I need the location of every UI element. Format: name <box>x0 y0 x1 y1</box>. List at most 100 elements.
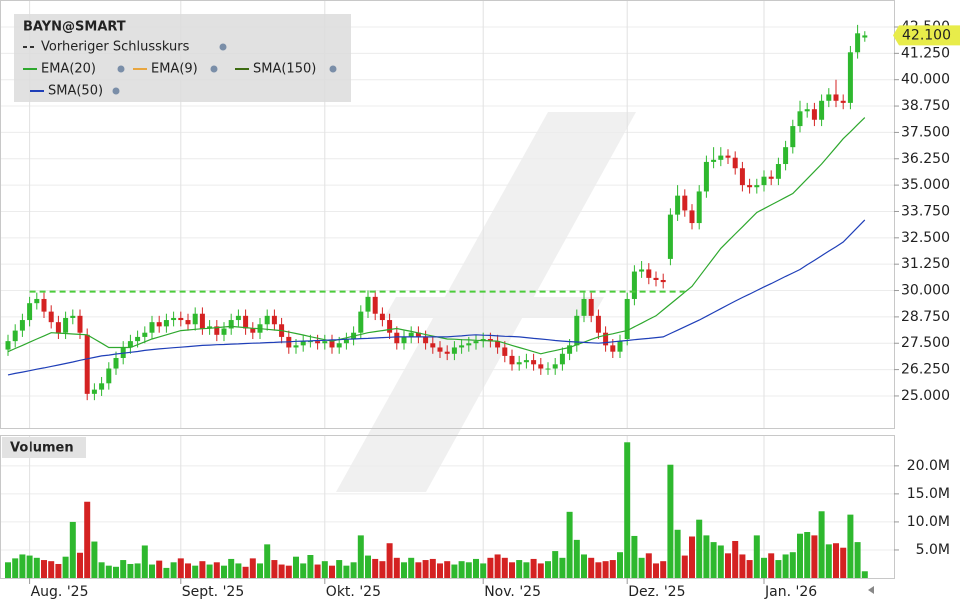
volume-bar <box>789 552 796 578</box>
volume-bar <box>854 542 861 578</box>
volume-bar <box>444 561 451 578</box>
x-tick-label: Jan. '26 <box>764 584 817 600</box>
volume-bar <box>221 565 227 578</box>
volume-bar <box>480 563 487 578</box>
candle-body <box>667 214 673 259</box>
volume-bar <box>559 557 566 578</box>
candle-body <box>552 364 558 369</box>
candle-body <box>415 332 421 337</box>
candle-body <box>703 161 709 192</box>
volume-bar <box>797 533 803 578</box>
volume-bar <box>710 542 717 578</box>
volume-bar <box>566 511 573 578</box>
volume-bar <box>12 558 19 578</box>
candle-body <box>675 195 681 215</box>
candle-body <box>358 311 364 333</box>
grid <box>1 1 894 578</box>
volume-bar <box>761 557 767 578</box>
volume-bar <box>537 563 544 578</box>
y-tick-label: 36.250 <box>901 151 950 167</box>
y-tick-label: 5.0M <box>916 542 950 558</box>
volume-bar <box>696 519 703 578</box>
candle-body <box>48 311 54 323</box>
volume-bar <box>703 535 710 578</box>
volume-bar <box>631 535 638 578</box>
volume-bar <box>228 558 235 578</box>
volume-bar <box>804 532 811 578</box>
candle-body <box>783 147 789 165</box>
candle-body <box>840 100 846 103</box>
volume-bar <box>581 554 587 578</box>
volume-bar <box>372 558 379 578</box>
volume-bar <box>501 557 508 578</box>
legend-title: BAYN@SMART <box>23 20 126 35</box>
volume-bar <box>329 565 335 578</box>
volume-bar <box>624 442 631 578</box>
volume-bar <box>545 561 551 578</box>
y-tick-label: 31.250 <box>901 256 950 272</box>
candle-body <box>603 332 609 346</box>
volume-bar <box>818 511 825 578</box>
candle-body <box>617 341 623 352</box>
x-tick-label: Okt. '25 <box>326 584 381 600</box>
legend-settings-icon[interactable] <box>219 43 227 51</box>
candle-body <box>631 271 637 299</box>
volume-bar <box>48 561 55 578</box>
volume-bar <box>69 521 76 578</box>
volume-bar <box>437 563 443 578</box>
volume-bar <box>285 565 292 578</box>
indicator-line <box>7 219 866 376</box>
candle-body <box>315 341 321 344</box>
y-tick-label: 28.750 <box>901 309 950 325</box>
candle-body <box>862 35 868 38</box>
candle-body <box>70 315 76 318</box>
volume-bar <box>617 552 623 578</box>
volume-bar <box>523 562 530 578</box>
legend-label: SMA(150) <box>253 62 316 77</box>
candle-body <box>5 341 11 350</box>
candle-body <box>322 341 328 344</box>
volume-bar <box>588 557 595 578</box>
y-tick-label: 35.000 <box>901 177 950 193</box>
scroll-arrow[interactable] <box>868 586 874 594</box>
legend-settings-icon[interactable] <box>117 65 125 73</box>
candle-body <box>91 389 97 394</box>
volume-bar <box>149 564 155 578</box>
candle-body <box>77 315 83 333</box>
candle-body <box>423 336 429 344</box>
candle-body <box>559 353 565 365</box>
x-tick-label: Nov. '25 <box>484 584 541 600</box>
candle-body <box>811 109 817 120</box>
candle-body <box>19 320 25 331</box>
candle-body <box>379 313 385 321</box>
volume-bar <box>861 571 868 578</box>
legend-settings-icon[interactable] <box>329 65 337 73</box>
legend-settings-icon[interactable] <box>112 87 120 95</box>
candle-body <box>747 185 753 188</box>
candle-body <box>682 195 688 211</box>
candle-body <box>55 322 61 333</box>
candle-body <box>336 343 342 348</box>
volume-bar <box>516 560 523 578</box>
candle-body <box>343 339 349 344</box>
marks <box>5 24 868 578</box>
volume-bar <box>386 543 393 578</box>
volume-bar <box>62 556 69 578</box>
y-tick-label: 26.250 <box>901 362 950 378</box>
volume-bar <box>487 557 494 578</box>
volume-bar <box>163 567 170 578</box>
volume-bar <box>264 544 271 578</box>
candle-body <box>761 176 767 186</box>
volume-bar <box>336 560 343 578</box>
x-tick-label: Sept. '25 <box>182 584 244 600</box>
volume-bar <box>609 560 616 578</box>
legend-settings-icon[interactable] <box>210 65 218 73</box>
legend-label: Vorheriger Schlusskurs <box>41 40 190 55</box>
volume-bar <box>206 564 213 578</box>
y-tick-label: 30.000 <box>901 283 950 299</box>
volume-bar <box>530 558 537 578</box>
candle-body <box>394 332 400 344</box>
volume-bar <box>365 555 371 578</box>
candle-body <box>639 269 645 272</box>
volume-bar <box>775 560 782 578</box>
